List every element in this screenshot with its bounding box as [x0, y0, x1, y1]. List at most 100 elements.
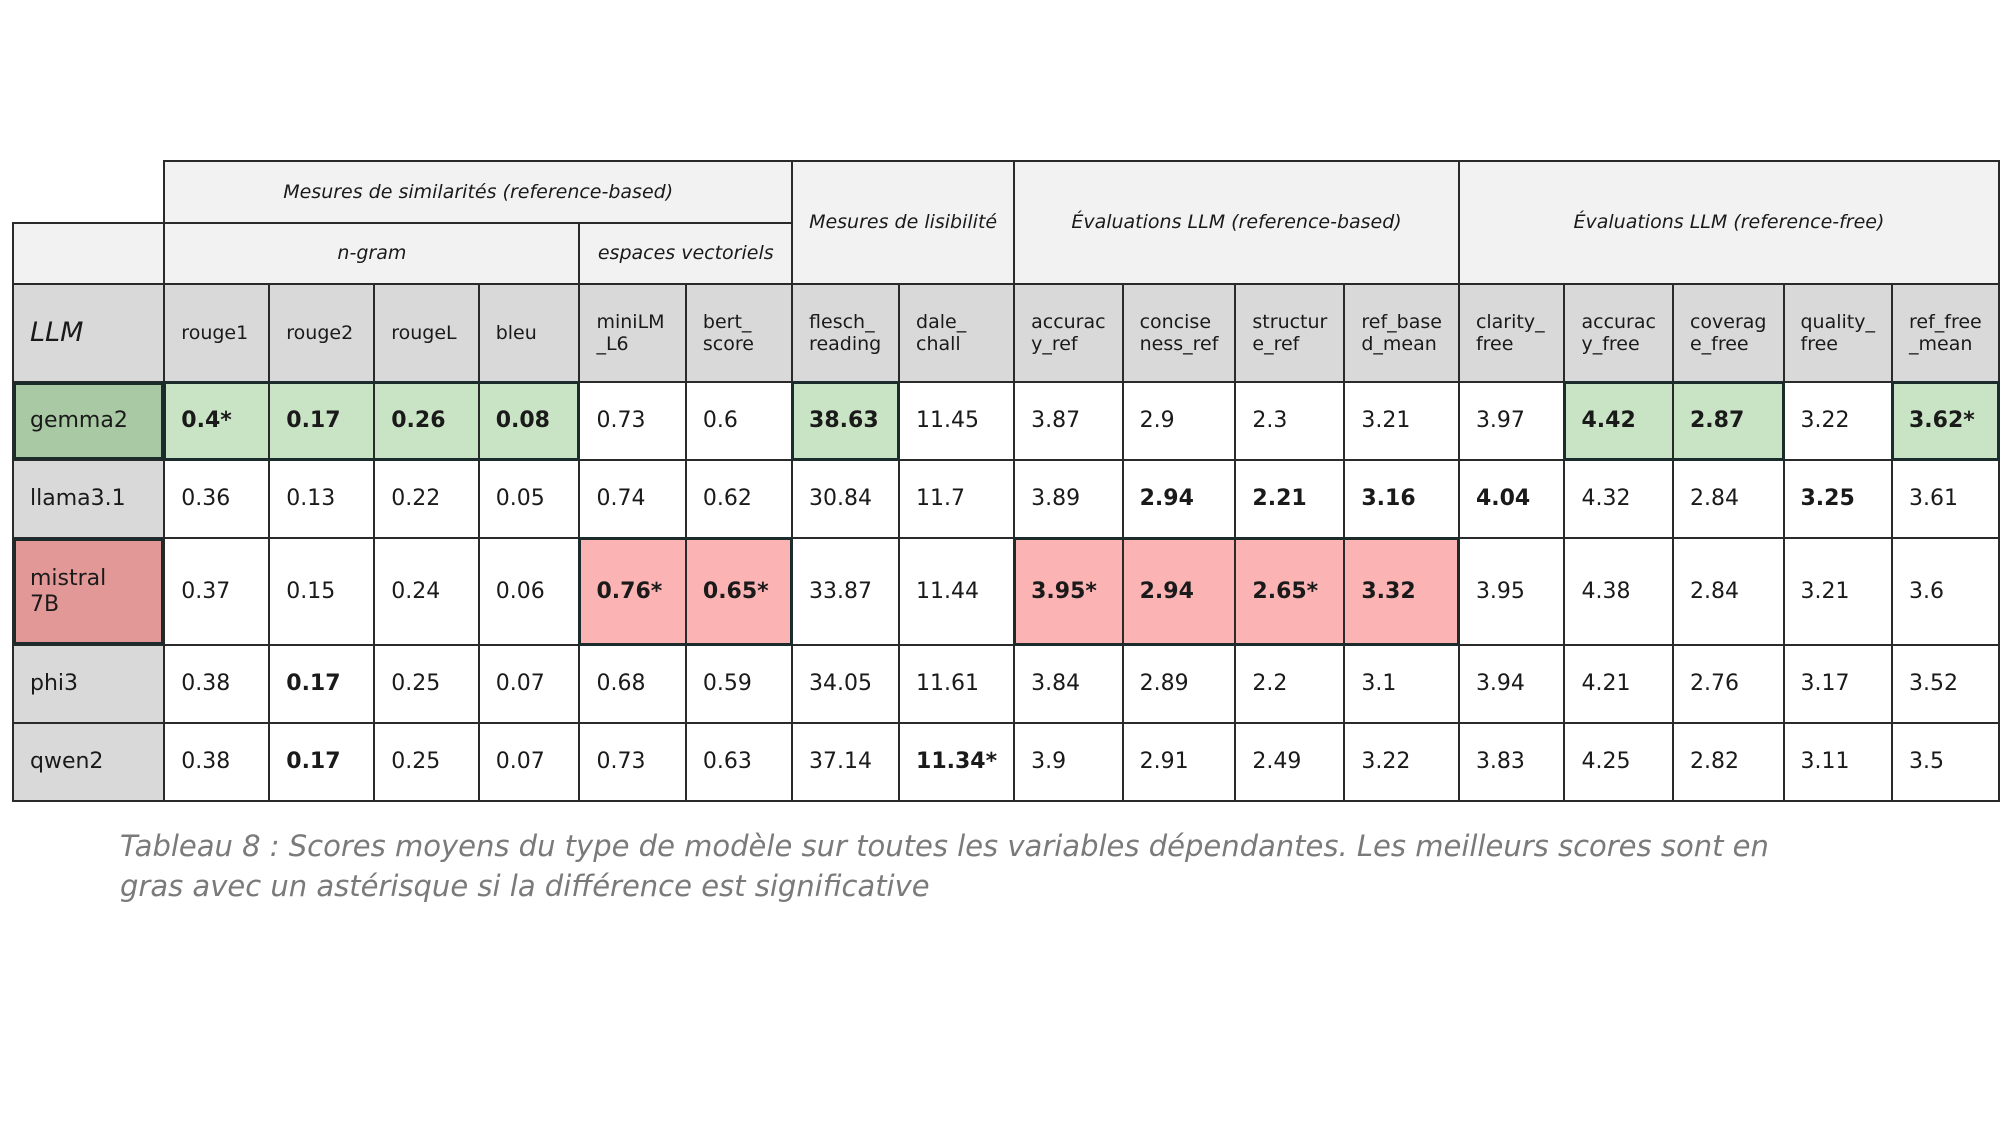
table-row: llama3.1 0.36 0.13 0.22 0.05 0.74 0.62 30.84 11.…	[11, 459, 2000, 539]
score-cell: 0.07	[477, 644, 581, 724]
score-cell: 0.4*	[163, 381, 271, 461]
score-cell: 0.17	[268, 381, 376, 461]
score-cell: 2.21	[1234, 459, 1346, 539]
score-cell: 3.97	[1457, 381, 1566, 461]
group-ngram: n-gram	[163, 222, 581, 285]
score-cell: 2.9	[1121, 381, 1237, 461]
score-cell: 0.25	[373, 644, 480, 724]
score-cell: 3.6	[1891, 537, 2000, 646]
column-header: rouge2	[268, 283, 376, 383]
score-cell: 2.84	[1671, 459, 1785, 539]
column-header: dale_ chall	[898, 283, 1016, 383]
score-cell: 38.63	[791, 381, 901, 461]
score-cell: 3.32	[1343, 537, 1460, 646]
table-row: mistral 7B 0.37 0.15 0.24 0.06 0.76* 0.65* 33.8…	[11, 537, 2000, 646]
score-cell: 34.05	[791, 644, 901, 724]
score-cell: 0.22	[373, 459, 480, 539]
score-cell: 11.61	[898, 644, 1016, 724]
score-cell: 11.34*	[898, 722, 1016, 802]
score-cell: 3.62*	[1891, 381, 2000, 461]
score-cell: 0.37	[163, 537, 271, 646]
column-header: rouge1	[163, 283, 271, 383]
score-cell: 0.59	[684, 644, 794, 724]
group-similarity: Mesures de similarités (reference-based)	[163, 160, 794, 224]
column-header: accurac y_free	[1563, 283, 1674, 383]
column-header: structur e_ref	[1234, 283, 1346, 383]
score-cell: 4.04	[1457, 459, 1566, 539]
score-cell: 3.22	[1343, 722, 1460, 802]
score-cell: 30.84	[791, 459, 901, 539]
score-cell: 3.16	[1343, 459, 1460, 539]
score-cell: 2.89	[1121, 644, 1237, 724]
llm-column-header: LLM	[11, 283, 166, 383]
score-cell: 3.87	[1013, 381, 1124, 461]
score-cell: 3.9	[1013, 722, 1124, 802]
score-cell: 3.95*	[1013, 537, 1124, 646]
column-header: quality_ free	[1782, 283, 1893, 383]
score-cell: 2.94	[1121, 459, 1237, 539]
score-cell: 2.3	[1234, 381, 1346, 461]
score-cell: 3.17	[1782, 644, 1893, 724]
table-row: phi3 0.38 0.17 0.25 0.07 0.68 0.59 34.05 11.61 3.…	[11, 644, 2000, 724]
score-cell: 3.61	[1891, 459, 2000, 539]
score-cell: 2.82	[1671, 722, 1785, 802]
score-cell: 2.87	[1671, 381, 1785, 461]
score-cell: 0.36	[163, 459, 271, 539]
score-cell: 2.94	[1121, 537, 1237, 646]
score-cell: 2.49	[1234, 722, 1346, 802]
score-cell: 0.15	[268, 537, 376, 646]
group-readability: Mesures de lisibilité	[791, 160, 1016, 285]
table-caption: Tableau 8 : Scores moyens du type de mod…	[120, 829, 1769, 903]
score-cell: 2.2	[1234, 644, 1346, 724]
score-cell: 0.6	[684, 381, 794, 461]
column-header: flesch_ reading	[791, 283, 901, 383]
score-cell: 0.38	[163, 722, 271, 802]
score-cell: 0.74	[578, 459, 687, 539]
score-cell: 0.06	[477, 537, 581, 646]
blank-corner	[13, 161, 166, 223]
column-header: clarity_ free	[1457, 283, 1566, 383]
score-cell: 11.45	[898, 381, 1016, 461]
table-row: qwen2 0.38 0.17 0.25 0.07 0.73 0.63 37.14 11.34*…	[11, 722, 2000, 802]
score-cell: 3.95	[1457, 537, 1566, 646]
score-cell: 3.83	[1457, 722, 1566, 802]
score-cell: 0.63	[684, 722, 794, 802]
score-cell: 3.22	[1782, 381, 1893, 461]
score-cell: 4.42	[1563, 381, 1674, 461]
score-cell: 0.08	[477, 381, 581, 461]
score-cell: 0.17	[268, 722, 376, 802]
model-name-cell: phi3	[11, 644, 166, 724]
score-cell: 0.73	[578, 381, 687, 461]
score-cell: 37.14	[791, 722, 901, 802]
score-cell: 3.5	[1891, 722, 2000, 802]
score-cell: 4.32	[1563, 459, 1674, 539]
column-header: ref_base d_mean	[1343, 283, 1460, 383]
score-cell: 3.25	[1782, 459, 1893, 539]
score-cell: 4.25	[1563, 722, 1674, 802]
score-cell: 3.21	[1343, 381, 1460, 461]
column-header: bert_ score	[684, 283, 794, 383]
score-cell: 3.94	[1457, 644, 1566, 724]
score-cell: 0.38	[163, 644, 271, 724]
score-cell: 3.1	[1343, 644, 1460, 724]
model-name-cell: llama3.1	[11, 459, 166, 539]
results-table-container: Mesures de similarités (reference-based)…	[11, 160, 2000, 802]
score-cell: 3.52	[1891, 644, 2000, 724]
score-cell: 2.65*	[1234, 537, 1346, 646]
column-header: ref_free _mean	[1891, 283, 2000, 383]
column-header: rougeL	[373, 283, 480, 383]
score-cell: 4.38	[1563, 537, 1674, 646]
score-cell: 0.62	[684, 459, 794, 539]
score-cell: 3.11	[1782, 722, 1893, 802]
results-table: Mesures de similarités (reference-based)…	[11, 160, 2000, 802]
score-cell: 0.07	[477, 722, 581, 802]
score-cell: 2.76	[1671, 644, 1785, 724]
score-cell: 11.7	[898, 459, 1016, 539]
column-header: miniLM _L6	[578, 283, 687, 383]
score-cell: 4.21	[1563, 644, 1674, 724]
group-llm-free: Évaluations LLM (reference-free)	[1457, 160, 2000, 285]
group-llm-ref: Évaluations LLM (reference-based)	[1013, 160, 1460, 285]
model-name-cell: qwen2	[11, 722, 166, 802]
score-cell: 0.73	[578, 722, 687, 802]
blank-subheader	[11, 222, 166, 285]
